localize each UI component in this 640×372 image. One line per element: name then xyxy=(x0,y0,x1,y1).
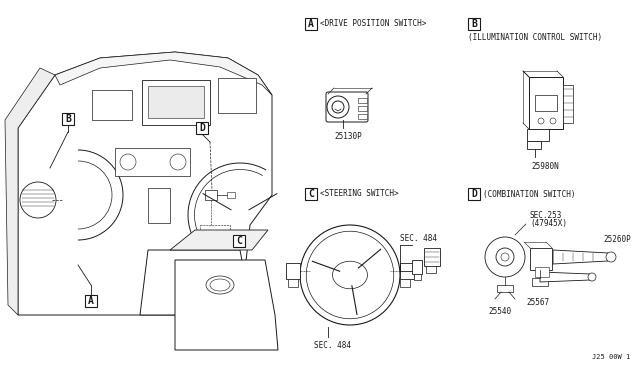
Bar xyxy=(530,248,552,270)
Bar xyxy=(532,278,548,286)
Bar xyxy=(92,90,132,120)
Text: D: D xyxy=(471,189,477,199)
Text: (COMBINATION SWITCH): (COMBINATION SWITCH) xyxy=(483,189,575,199)
Circle shape xyxy=(496,248,514,266)
Bar xyxy=(305,188,317,200)
Polygon shape xyxy=(140,250,252,315)
Bar xyxy=(288,279,298,287)
Text: 25260P: 25260P xyxy=(603,234,631,244)
Text: B: B xyxy=(65,114,71,124)
Bar xyxy=(142,80,210,125)
Circle shape xyxy=(20,182,56,218)
Bar xyxy=(205,190,217,200)
Bar xyxy=(148,86,204,118)
Circle shape xyxy=(327,96,349,118)
Text: 25540: 25540 xyxy=(488,307,511,316)
Ellipse shape xyxy=(307,231,394,319)
Polygon shape xyxy=(55,52,272,95)
Bar xyxy=(200,225,230,250)
Polygon shape xyxy=(18,52,272,315)
Polygon shape xyxy=(175,260,278,350)
Bar xyxy=(227,192,235,198)
Bar xyxy=(529,77,563,129)
Bar xyxy=(497,285,513,292)
Bar xyxy=(233,235,245,247)
Text: C: C xyxy=(308,189,314,199)
Ellipse shape xyxy=(300,225,400,325)
Bar xyxy=(412,260,422,274)
Bar xyxy=(414,274,421,280)
Bar xyxy=(196,122,208,134)
Ellipse shape xyxy=(210,279,230,291)
Polygon shape xyxy=(540,272,590,282)
Circle shape xyxy=(550,118,556,124)
Circle shape xyxy=(606,252,616,262)
Text: J25 00W 1: J25 00W 1 xyxy=(592,354,630,360)
Polygon shape xyxy=(170,230,268,250)
Text: SEC. 484: SEC. 484 xyxy=(314,341,351,350)
Circle shape xyxy=(538,118,544,124)
Bar xyxy=(400,263,414,279)
Bar xyxy=(358,106,367,111)
Bar xyxy=(148,188,170,223)
Polygon shape xyxy=(5,68,55,315)
Text: <STEERING SWITCH>: <STEERING SWITCH> xyxy=(320,189,399,199)
Text: (47945X): (47945X) xyxy=(530,219,567,228)
Bar xyxy=(115,148,190,176)
Text: <DRIVE POSITION SWITCH>: <DRIVE POSITION SWITCH> xyxy=(320,19,426,29)
Bar xyxy=(563,85,573,123)
Bar xyxy=(305,18,317,30)
Circle shape xyxy=(170,154,186,170)
Circle shape xyxy=(332,101,344,113)
Bar xyxy=(400,279,410,287)
Circle shape xyxy=(485,237,525,277)
Bar xyxy=(358,98,367,103)
Text: (ILLUMINATION CONTROL SWITCH): (ILLUMINATION CONTROL SWITCH) xyxy=(468,33,602,42)
Text: B: B xyxy=(471,19,477,29)
Text: C: C xyxy=(236,236,242,246)
Text: A: A xyxy=(308,19,314,29)
Text: A: A xyxy=(88,296,94,306)
Bar xyxy=(358,114,367,119)
Ellipse shape xyxy=(206,276,234,294)
Polygon shape xyxy=(553,250,608,264)
Bar xyxy=(85,295,97,307)
Text: D: D xyxy=(199,123,205,133)
Ellipse shape xyxy=(333,261,367,289)
Circle shape xyxy=(339,264,361,286)
Text: 25567: 25567 xyxy=(527,298,550,307)
Circle shape xyxy=(120,154,136,170)
Text: SEC. 484: SEC. 484 xyxy=(399,234,436,243)
Bar xyxy=(218,78,256,113)
Circle shape xyxy=(501,253,509,261)
Bar xyxy=(535,267,549,277)
Bar xyxy=(527,141,541,149)
Bar xyxy=(286,263,300,279)
Bar xyxy=(426,266,436,273)
Circle shape xyxy=(588,273,596,281)
FancyBboxPatch shape xyxy=(326,92,368,122)
Bar xyxy=(535,95,557,111)
Bar xyxy=(468,188,480,200)
Text: SEC.253: SEC.253 xyxy=(530,211,563,220)
Bar xyxy=(424,248,440,266)
Bar xyxy=(62,113,74,125)
Text: 25130P: 25130P xyxy=(334,132,362,141)
Text: 25980N: 25980N xyxy=(531,162,559,171)
Bar xyxy=(468,18,480,30)
Bar xyxy=(527,129,549,141)
